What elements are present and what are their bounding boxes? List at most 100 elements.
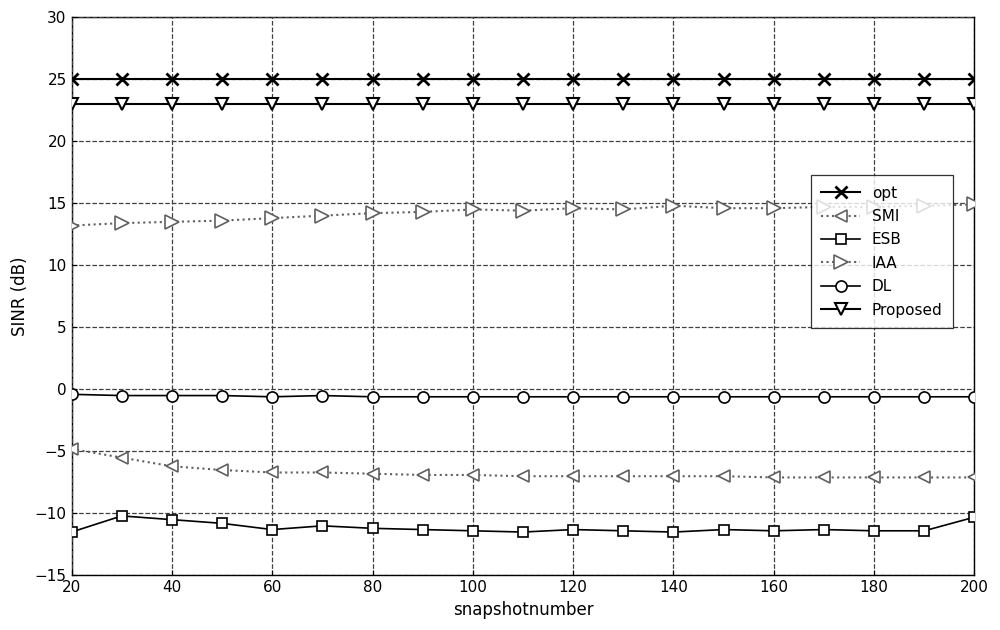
opt [918, 76, 930, 83]
ESB [768, 527, 780, 535]
Y-axis label: SINR (dB): SINR (dB) [11, 256, 29, 336]
SMI [718, 472, 730, 480]
Line: IAA: IAA [65, 198, 981, 232]
IAA [467, 205, 479, 213]
DL [918, 393, 930, 401]
SMI [367, 470, 379, 478]
opt [66, 76, 78, 83]
ESB [567, 526, 579, 534]
Line: SMI: SMI [65, 443, 981, 484]
SMI [216, 466, 228, 474]
Proposed [667, 100, 679, 108]
SMI [66, 445, 78, 453]
Proposed [66, 100, 78, 108]
IAA [667, 202, 679, 210]
SMI [166, 462, 178, 470]
Line: ESB: ESB [67, 511, 979, 537]
SMI [617, 472, 629, 480]
DL [367, 393, 379, 401]
opt [367, 76, 379, 83]
SMI [467, 471, 479, 479]
opt [216, 76, 228, 83]
DL [617, 393, 629, 401]
SMI [768, 474, 780, 481]
DL [818, 393, 830, 401]
opt [968, 76, 980, 83]
IAA [266, 214, 278, 222]
ESB [316, 522, 328, 530]
ESB [367, 525, 379, 532]
IAA [617, 205, 629, 213]
DL [868, 393, 880, 401]
Proposed [367, 100, 379, 108]
opt [567, 76, 579, 83]
opt [166, 76, 178, 83]
IAA [367, 209, 379, 217]
ESB [166, 516, 178, 524]
IAA [417, 208, 429, 215]
Proposed [868, 100, 880, 108]
ESB [216, 520, 228, 527]
IAA [818, 203, 830, 210]
IAA [868, 203, 880, 210]
SMI [417, 471, 429, 479]
SMI [918, 474, 930, 481]
DL [517, 393, 529, 401]
SMI [818, 474, 830, 481]
opt [266, 76, 278, 83]
SMI [316, 469, 328, 476]
Proposed [517, 100, 529, 108]
DL [216, 392, 228, 399]
opt [417, 76, 429, 83]
DL [316, 392, 328, 399]
DL [467, 393, 479, 401]
IAA [567, 204, 579, 212]
IAA [768, 204, 780, 212]
Legend: opt, SMI, ESB, IAA, DL, Proposed: opt, SMI, ESB, IAA, DL, Proposed [811, 175, 953, 328]
Proposed [718, 100, 730, 108]
ESB [116, 512, 128, 520]
ESB [266, 526, 278, 534]
SMI [266, 469, 278, 476]
Proposed [116, 100, 128, 108]
DL [266, 393, 278, 401]
Proposed [617, 100, 629, 108]
opt [818, 76, 830, 83]
opt [617, 76, 629, 83]
IAA [718, 204, 730, 212]
DL [667, 393, 679, 401]
ESB [467, 527, 479, 535]
opt [667, 76, 679, 83]
Proposed [166, 100, 178, 108]
SMI [667, 472, 679, 480]
ESB [718, 526, 730, 534]
Line: opt: opt [66, 74, 980, 84]
DL [66, 391, 78, 398]
Line: Proposed: Proposed [65, 98, 981, 110]
SMI [517, 472, 529, 480]
IAA [116, 219, 128, 227]
Proposed [417, 100, 429, 108]
opt [316, 76, 328, 83]
IAA [316, 212, 328, 219]
IAA [66, 222, 78, 229]
IAA [968, 201, 980, 209]
IAA [918, 202, 930, 210]
opt [868, 76, 880, 83]
SMI [567, 472, 579, 480]
Line: DL: DL [66, 389, 980, 403]
ESB [818, 526, 830, 534]
ESB [667, 529, 679, 536]
opt [768, 76, 780, 83]
opt [718, 76, 730, 83]
DL [718, 393, 730, 401]
SMI [116, 454, 128, 461]
DL [116, 392, 128, 399]
Proposed [216, 100, 228, 108]
Proposed [266, 100, 278, 108]
SMI [968, 474, 980, 481]
SMI [868, 474, 880, 481]
Proposed [567, 100, 579, 108]
Proposed [818, 100, 830, 108]
ESB [918, 527, 930, 535]
